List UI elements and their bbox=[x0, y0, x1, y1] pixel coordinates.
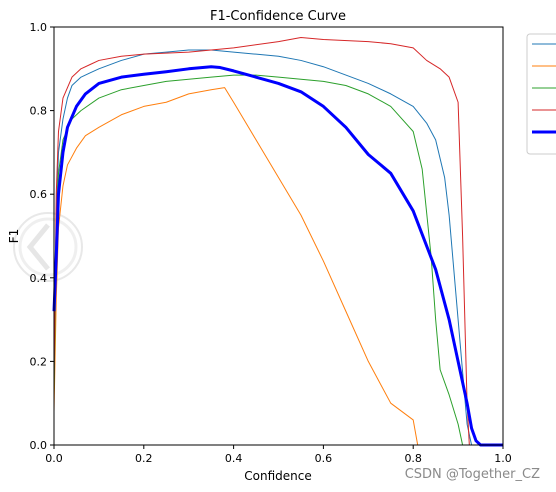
chart-title: F1-Confidence Curve bbox=[210, 9, 346, 24]
plot-frame bbox=[53, 26, 504, 446]
series-line-1 bbox=[53, 87, 419, 446]
series-line-2 bbox=[53, 74, 464, 446]
legend-box bbox=[526, 33, 556, 155]
series-layer bbox=[52, 36, 503, 447]
x-axis: 0.0 0.2 0.4 0.6 0.8 1.0 bbox=[45, 445, 512, 465]
y-tick-label: 0.0 bbox=[30, 439, 48, 452]
watermark: CSDN @Together_CZ bbox=[405, 467, 540, 482]
y-tick-label: 1.0 bbox=[30, 21, 48, 34]
y-tick-label: 0.6 bbox=[30, 188, 48, 201]
x-axis-title: Confidence bbox=[244, 469, 311, 483]
y-tick-label: 0.4 bbox=[30, 272, 48, 285]
plot-area bbox=[54, 27, 503, 445]
y-axis-title: F1 bbox=[7, 229, 21, 244]
watermark-logo bbox=[13, 212, 83, 282]
y-tick-label: 0.2 bbox=[30, 355, 48, 368]
x-tick-label: 0.6 bbox=[315, 452, 333, 465]
x-tick-label: 1.0 bbox=[494, 452, 512, 465]
x-tick-label: 0.2 bbox=[135, 452, 153, 465]
x-tick-label: 0.8 bbox=[404, 452, 422, 465]
y-tick-label: 0.8 bbox=[30, 105, 48, 118]
y-axis: 0.0 0.2 0.4 0.6 0.8 1.0 bbox=[30, 21, 54, 452]
series-line-3 bbox=[53, 36, 470, 446]
x-tick-label: 0.4 bbox=[225, 452, 243, 465]
x-tick-label: 0.0 bbox=[45, 452, 63, 465]
series-line-4 bbox=[52, 65, 503, 447]
legend bbox=[526, 33, 556, 155]
series-line-0 bbox=[53, 49, 473, 446]
